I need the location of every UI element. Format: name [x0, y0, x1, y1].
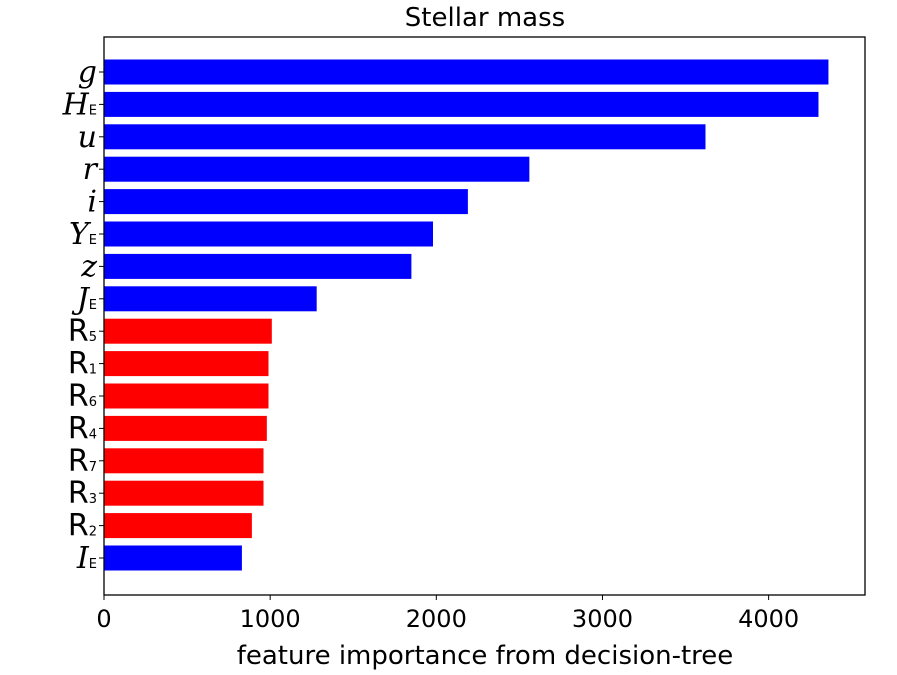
y-tick-label: R4 — [68, 411, 97, 446]
bar-r5 — [104, 318, 272, 344]
bar-g — [104, 59, 829, 85]
bar-r2 — [104, 513, 252, 539]
y-tick-label: HE — [62, 87, 97, 122]
y-tick-label: R5 — [68, 314, 97, 349]
y-tick-label: R1 — [68, 347, 97, 382]
x-axis-ticks: 0 1000 2000 3000 4000 — [96, 595, 799, 633]
bar-r — [104, 156, 530, 182]
x-tick-label: 4000 — [738, 605, 799, 633]
bar-r3 — [104, 480, 264, 506]
bar-r7 — [104, 448, 264, 474]
plot-frame — [103, 36, 866, 596]
x-axis-label: feature importance from decision-tree — [237, 641, 734, 671]
x-tick-label: 2000 — [406, 605, 467, 633]
x-tick-label: 0 — [96, 605, 111, 633]
bar-ye — [104, 221, 433, 247]
chart-title: Stellar mass — [405, 3, 565, 33]
y-tick-label: R6 — [68, 379, 97, 414]
bar-r4 — [104, 415, 267, 441]
y-tick-label: g — [78, 55, 97, 90]
y-tick-label: YE — [69, 217, 97, 252]
bars-group — [104, 59, 829, 571]
y-tick-label: z — [80, 249, 97, 284]
bar-r6 — [104, 383, 269, 409]
x-tick-label: 1000 — [240, 605, 301, 633]
bar-z — [104, 253, 412, 279]
y-tick-label: r — [83, 152, 99, 187]
bar-r1 — [104, 351, 269, 377]
y-tick-label: i — [87, 185, 97, 220]
y-tick-label: R7 — [68, 444, 97, 479]
y-tick-label: IE — [76, 541, 97, 576]
bar-he — [104, 91, 819, 117]
bar-u — [104, 124, 706, 150]
y-tick-label: R2 — [68, 509, 97, 544]
y-tick-label: R3 — [68, 476, 97, 511]
x-tick-label: 3000 — [572, 605, 633, 633]
bar-je — [104, 286, 317, 312]
y-tick-label: u — [78, 120, 97, 155]
y-tick-label: JE — [71, 282, 97, 317]
bar-i — [104, 189, 468, 215]
bar-ie — [104, 545, 242, 571]
